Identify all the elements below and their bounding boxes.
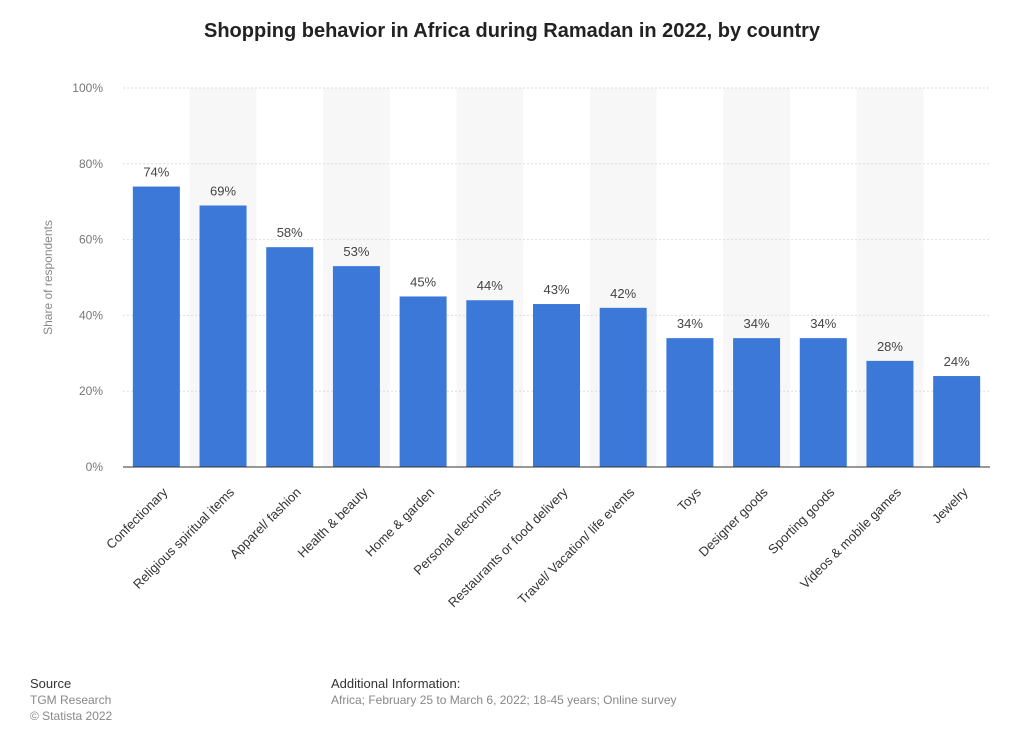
category-label: Sporting goods [765,484,838,557]
category-label: Toys [674,484,704,514]
y-tick-labels: 0% 20% 40% 60% 80% 100% [72,81,103,474]
bars [132,186,981,468]
bar [533,304,580,467]
value-label: 43% [543,282,569,297]
category-label: Health & beauty [295,484,371,560]
value-label: 28% [877,339,903,354]
bar [933,376,981,467]
bar [666,338,714,467]
category-label: Jewelry [929,484,971,526]
value-label: 34% [677,316,703,331]
source-name: TGM Research [30,693,112,707]
source-heading: Source [30,676,72,691]
category-label: Designer goods [696,484,771,559]
y-tick-label: 100% [72,81,103,95]
additional-info-heading: Additional Information: [331,676,461,691]
category-label: Home & garden [362,485,437,560]
value-label: 53% [343,244,369,259]
bar [132,186,180,468]
source-block: Source TGM Research © Statista 2022 [30,676,112,724]
value-label: 34% [744,316,770,331]
category-label: Restaurants or food delivery [445,484,571,610]
value-label: 74% [143,165,169,180]
bar [332,266,380,467]
y-tick-label: 20% [79,384,103,398]
bar [733,338,781,467]
value-label: 42% [610,286,636,301]
value-label: 45% [410,274,436,289]
value-label: 69% [210,183,236,198]
bar [799,338,847,467]
y-axis-title: Share of respondents [41,220,55,335]
value-label: 24% [944,354,970,369]
category-label: Travel/ Vacation/ life events [515,484,638,607]
category-label: Confectionary [103,484,171,552]
copyright: © Statista 2022 [30,709,113,723]
y-tick-label: 40% [79,308,103,322]
y-tick-label: 0% [86,460,104,474]
bar [199,205,247,468]
y-tick-label: 60% [79,233,103,247]
value-label: 44% [477,278,503,293]
chart-title: Shopping behavior in Africa during Ramad… [203,20,821,42]
bar [466,300,514,467]
category-label: Apparel/ fashion [227,485,304,562]
value-label: 34% [810,316,836,331]
additional-info-block: Additional Information: Africa; February… [331,676,677,708]
additional-info-text: Africa; February 25 to March 6, 2022; 18… [331,693,677,707]
y-tick-label: 80% [79,157,103,171]
bar [266,247,314,467]
bar [399,296,447,467]
value-labels: 74% 69% 58% 53% 45% 44% 43% 42% 34% 34% 34% 28% 24% [143,165,970,370]
bar [599,307,647,467]
value-label: 58% [277,225,303,240]
bar [866,360,914,467]
